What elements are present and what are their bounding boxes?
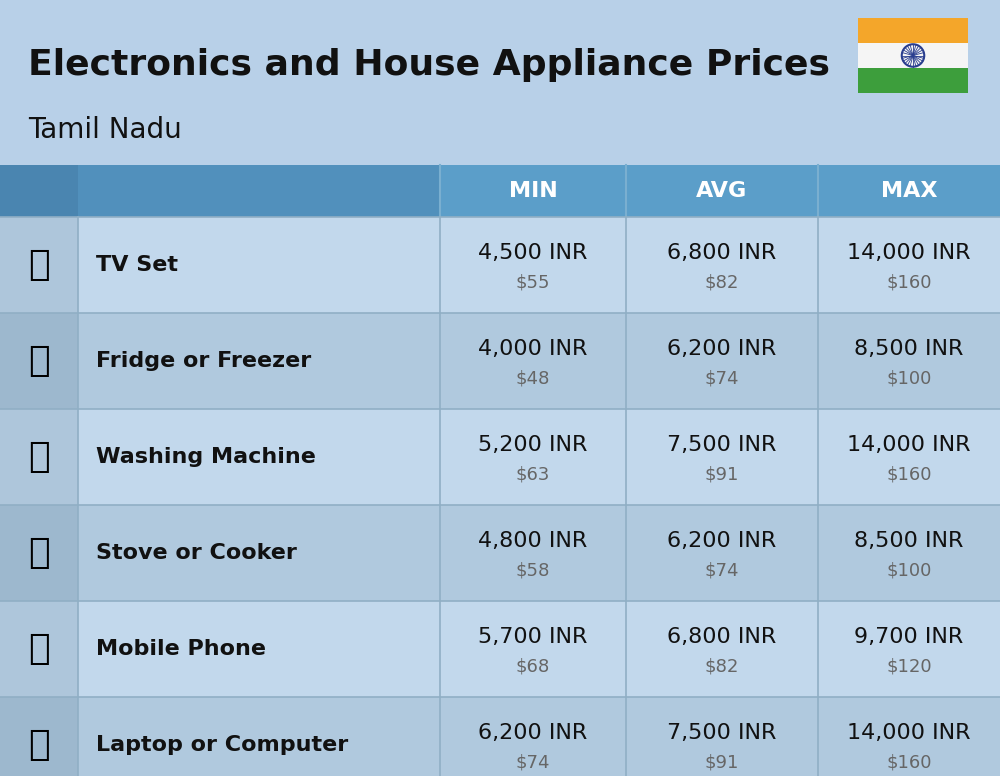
Text: 6,200 INR: 6,200 INR <box>478 723 588 743</box>
Text: 14,000 INR: 14,000 INR <box>847 243 971 263</box>
Bar <box>0 697 1000 776</box>
Bar <box>0 165 1000 217</box>
Bar <box>0 601 78 697</box>
Text: $48: $48 <box>516 370 550 388</box>
Text: Mobile Phone: Mobile Phone <box>96 639 266 659</box>
Text: $100: $100 <box>886 562 932 580</box>
Text: 4,000 INR: 4,000 INR <box>478 339 588 359</box>
Text: 8,500 INR: 8,500 INR <box>854 339 964 359</box>
Text: $100: $100 <box>886 370 932 388</box>
Text: 14,000 INR: 14,000 INR <box>847 723 971 743</box>
Bar <box>0 313 1000 409</box>
Text: 5,700 INR: 5,700 INR <box>478 627 588 647</box>
Text: TV Set: TV Set <box>96 255 178 275</box>
Bar <box>858 18 968 43</box>
Text: 14,000 INR: 14,000 INR <box>847 435 971 455</box>
Bar <box>0 217 78 313</box>
Text: 🔥: 🔥 <box>28 536 50 570</box>
Bar <box>0 697 78 776</box>
Text: 💻: 💻 <box>28 728 50 762</box>
Text: 9,700 INR: 9,700 INR <box>854 627 964 647</box>
Text: $82: $82 <box>705 658 739 676</box>
Text: 🌀: 🌀 <box>28 440 50 474</box>
Text: 📱: 📱 <box>28 632 50 666</box>
Text: Stove or Cooker: Stove or Cooker <box>96 543 297 563</box>
Text: $74: $74 <box>705 562 739 580</box>
Text: 4,800 INR: 4,800 INR <box>478 531 588 551</box>
Text: MAX: MAX <box>881 181 937 201</box>
Bar <box>0 409 78 505</box>
Text: 4,500 INR: 4,500 INR <box>478 243 588 263</box>
Text: $82: $82 <box>705 274 739 292</box>
Text: 7,500 INR: 7,500 INR <box>667 723 777 743</box>
Text: 6,200 INR: 6,200 INR <box>667 339 777 359</box>
Text: Washing Machine: Washing Machine <box>96 447 316 467</box>
Bar <box>0 165 78 217</box>
Text: 7,500 INR: 7,500 INR <box>667 435 777 455</box>
Bar <box>0 217 1000 313</box>
Text: $91: $91 <box>705 754 739 772</box>
Text: MIN: MIN <box>509 181 557 201</box>
Text: Electronics and House Appliance Prices: Electronics and House Appliance Prices <box>28 48 830 82</box>
Text: 6,800 INR: 6,800 INR <box>667 627 777 647</box>
Text: $74: $74 <box>516 754 550 772</box>
Bar <box>0 601 1000 697</box>
Text: 6,200 INR: 6,200 INR <box>667 531 777 551</box>
Text: $160: $160 <box>886 466 932 484</box>
Text: $120: $120 <box>886 658 932 676</box>
Text: AVG: AVG <box>696 181 748 201</box>
Text: $91: $91 <box>705 466 739 484</box>
Text: $63: $63 <box>516 466 550 484</box>
Bar <box>78 165 440 217</box>
Text: 8,500 INR: 8,500 INR <box>854 531 964 551</box>
Bar <box>0 505 78 601</box>
Text: $160: $160 <box>886 754 932 772</box>
Text: 5,200 INR: 5,200 INR <box>478 435 588 455</box>
Bar <box>858 43 968 68</box>
Text: Fridge or Freezer: Fridge or Freezer <box>96 351 311 371</box>
Text: $58: $58 <box>516 562 550 580</box>
Text: Laptop or Computer: Laptop or Computer <box>96 735 348 755</box>
Bar <box>0 409 1000 505</box>
Circle shape <box>911 54 915 57</box>
Bar <box>0 313 78 409</box>
Text: $55: $55 <box>516 274 550 292</box>
Text: 6,800 INR: 6,800 INR <box>667 243 777 263</box>
Text: $74: $74 <box>705 370 739 388</box>
Text: 🧊: 🧊 <box>28 344 50 378</box>
Text: $160: $160 <box>886 274 932 292</box>
Bar <box>0 505 1000 601</box>
Text: $68: $68 <box>516 658 550 676</box>
Text: 📺: 📺 <box>28 248 50 282</box>
Text: Tamil Nadu: Tamil Nadu <box>28 116 182 144</box>
Bar <box>858 68 968 93</box>
